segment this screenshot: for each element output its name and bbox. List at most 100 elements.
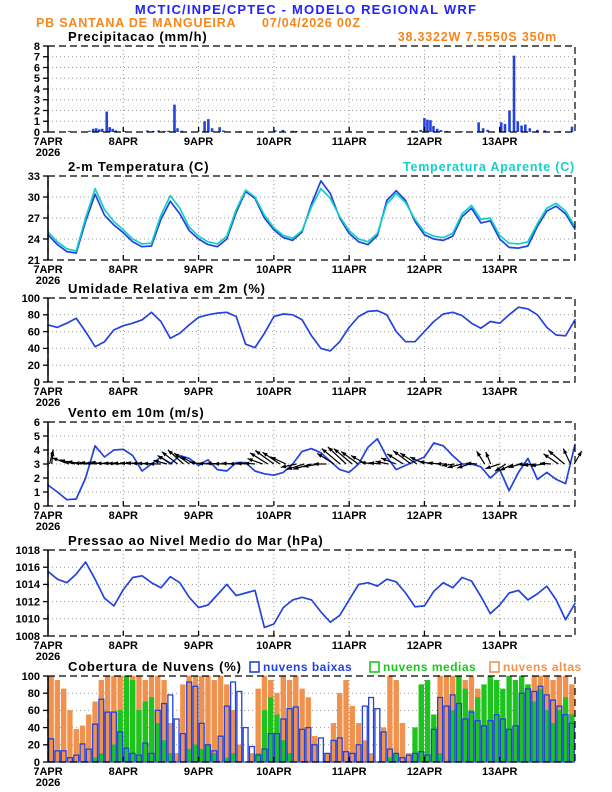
legend-swatch-icon [249,661,260,673]
x-tick-year-label: 2026 [36,397,60,409]
x-tick-label: 12APR [407,264,443,276]
x-tick-label: 13APR [482,264,518,276]
x-tick-label: 13APR [482,386,518,398]
plot-frame [47,297,576,383]
x-tick-label: 12APR [407,136,443,148]
precip-bar [503,123,507,132]
x-tick-label: 9APR [184,510,213,522]
precip-bar [114,130,118,132]
y-tick-label: 0 [34,377,40,389]
x-tick-label: 7APR [33,766,62,778]
precip-bar [499,122,503,132]
mslp-data [47,561,576,629]
y-tick-label: 24 [28,234,41,246]
x-tick-label: 8APR [109,510,138,522]
x-tick-label: 8APR [109,136,138,148]
x-tick-label: 8APR [109,386,138,398]
precip-bar [167,130,170,132]
x-tick-label: 7APR [33,640,62,652]
precip-bar [203,121,206,132]
precip-bar [176,128,179,132]
x-tick-label: 8APR [109,264,138,276]
y-tick-label: 40 [28,343,40,355]
y-tick-label: 7 [34,52,40,64]
y-tick-label: 80 [28,310,40,322]
y-tick-label: 2 [34,473,40,485]
legend-item-nuvens-medias: nuvens medias [369,660,476,674]
y-tick-label: 4 [34,445,41,457]
precip-bar [508,110,511,132]
precip-bar [222,130,225,132]
x-tick-label: 8APR [109,640,138,652]
panel-title: Pressao ao Nivel Medio do Mar (hPa) [68,533,324,548]
precip-bar [528,128,532,132]
x-tick-label: 9APR [184,386,213,398]
page-title: MCTIC/INPE/CPTEC - MODELO REGIONAL WRF [134,2,478,17]
x-tick-label: 11APR [332,640,367,652]
legend-swatch-icon [489,661,500,673]
line-Vento-em-10m-(m/s) [47,437,576,501]
y-tick-label: 0 [34,501,40,513]
legend-item-nuvens-baixas: nuvens baixas [249,660,352,674]
x-tick-label: 10APR [256,386,292,398]
panel-title: Cobertura de Nuvens (%) [68,659,242,674]
grid [48,298,575,382]
legend-label: nuvens medias [383,660,476,674]
panel-title: Precipitacao (mm/h) [68,29,207,44]
line-2-m-Temperatura-(C) [47,180,576,254]
series-nuvens-medias [92,675,575,763]
y-tick-label: 60 [28,326,40,338]
precip-bar [218,127,221,132]
precip-bar [516,121,520,132]
x-tick-label: 11APR [332,510,367,522]
station-coordinates-label: 38.3322W 7.5550S 350m [397,30,557,44]
x-tick-label: 9APR [184,264,213,276]
y-tick-label: 3 [34,95,40,107]
panel-title: 2-m Temperatura (C) [68,159,209,174]
y-tick-label: 3 [34,459,40,471]
y-tick-label: 40 [28,722,40,734]
precip-bar [419,129,422,132]
precip-bar [439,130,443,132]
x-tick-label: 7APR [33,386,62,398]
x-tick-label: 7APR [33,136,62,148]
legend-Temperatura-Aparente-(C): Temperatura Aparente (C) [403,160,575,174]
y-tick-label: 33 [28,171,40,183]
y-tick-label: 8 [34,41,40,53]
y-tick-label: 100 [22,671,40,683]
x-tick-label: 10APR [256,510,292,522]
plot-frame [47,175,576,261]
x-tick-label: 13APR [482,510,518,522]
y-tick-label: 21 [28,255,40,267]
wind-10m-data [47,437,583,501]
precip-bar [108,127,112,132]
x-tick-label: 13APR [482,136,518,148]
y-tick-label: 80 [28,688,40,700]
y-tick-label: 1 [34,487,40,499]
cloud-cover-data [48,675,575,763]
x-tick-year-label: 2026 [36,147,60,159]
x-tick-label: 10APR [256,640,292,652]
precip-bar [524,124,527,132]
x-tick-label: 7APR [33,264,62,276]
precip-bar [432,126,435,132]
precip-bar [146,130,149,132]
run-datetime-label: 07/04/2026 00Z [262,16,361,30]
precip-bar [512,55,516,132]
y-tick-label: 1012 [16,596,40,608]
x-tick-label: 7APR [33,510,62,522]
y-tick-label: 4 [34,84,41,96]
x-tick-label: 10APR [256,136,292,148]
precip-bar [460,131,464,132]
x-tick-year-label: 2026 [36,777,60,789]
precip-bar [411,130,415,132]
x-tick-label: 12APR [407,510,443,522]
x-tick-label: 13APR [482,766,518,778]
precip-bar [173,104,176,132]
line-Temperatura-Aparente-(C) [47,187,576,252]
